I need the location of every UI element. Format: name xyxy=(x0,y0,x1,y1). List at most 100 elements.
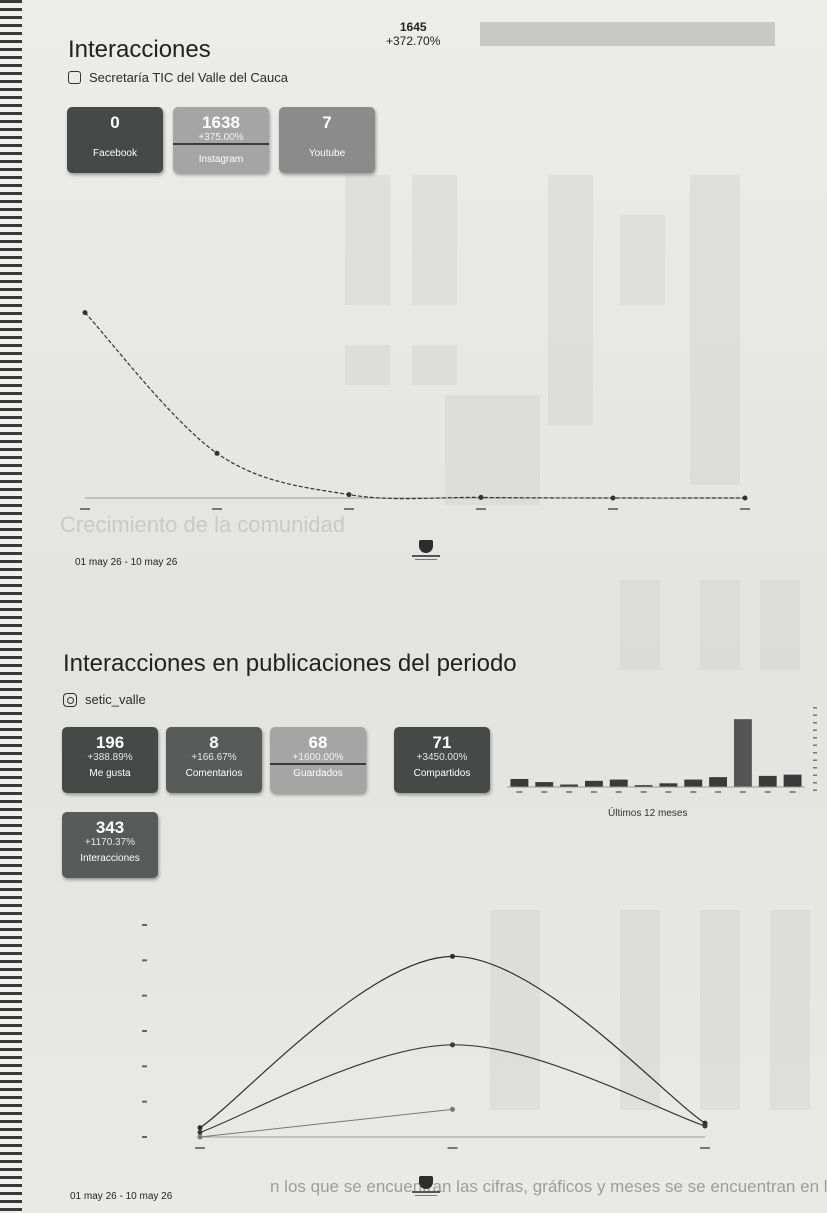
ghost-bar xyxy=(548,175,593,425)
data-point xyxy=(450,1042,455,1048)
ghost-bar xyxy=(690,175,740,485)
x-tick-mark xyxy=(608,508,618,510)
x-tick-mark xyxy=(740,508,750,510)
bar-chart-caption: Últimos 12 meses xyxy=(608,808,688,819)
top-total: 1645 +372.70% xyxy=(386,20,440,48)
card-change: +1170.37% xyxy=(84,837,136,848)
stat-card-instagram: 1638 +375.00% Instagram xyxy=(173,107,269,173)
legend-swatch xyxy=(813,714,817,716)
data-point xyxy=(450,953,455,959)
y-tick-mark xyxy=(142,1100,147,1103)
x-tick-mark xyxy=(700,1147,710,1149)
card-change: +166.67% xyxy=(191,752,237,763)
ghost-bar xyxy=(620,910,660,1110)
legend-swatch xyxy=(813,737,817,739)
legend-swatch xyxy=(813,722,817,724)
bar xyxy=(684,779,703,787)
card-value: 7 xyxy=(322,113,332,132)
legend-swatch xyxy=(813,789,817,791)
x-tick-mark xyxy=(590,791,597,793)
card-label: Facebook xyxy=(93,148,137,159)
card-change: +1600.00% xyxy=(292,752,344,763)
ghost-heading: Crecimiento de la comunidad xyxy=(60,512,345,537)
stat-card-compartidos: 71 +3450.00% Compartidos xyxy=(394,727,490,793)
x-tick-mark xyxy=(344,508,354,510)
section2-title: Interacciones en publicaciones del perio… xyxy=(63,650,517,677)
legend-swatch xyxy=(813,767,817,769)
bar xyxy=(709,777,728,787)
ghost-bar xyxy=(700,910,740,1110)
x-tick-mark xyxy=(541,791,548,793)
ghost-bar xyxy=(412,345,457,385)
government-logo xyxy=(412,540,440,560)
card-label: Youtube xyxy=(308,148,346,159)
x-tick-mark xyxy=(566,791,573,793)
stat-card-youtube: 7 Youtube xyxy=(279,107,375,173)
data-point xyxy=(478,494,484,500)
ghost-bar xyxy=(490,910,540,1110)
ghost-bar xyxy=(760,580,800,670)
x-tick-mark xyxy=(764,791,771,793)
section1-date-range: 01 may 26 - 10 may 26 xyxy=(75,557,178,568)
y-tick-mark xyxy=(142,1136,147,1138)
ghost-bar xyxy=(770,910,810,1110)
x-tick-mark xyxy=(665,791,672,793)
stat-card-interacciones: 343 +1170.37% Interacciones xyxy=(62,812,158,878)
section1-subtitle-text: Secretaría TIC del Valle del Cauca xyxy=(89,70,288,85)
card-value: 71 xyxy=(432,733,452,752)
x-tick-mark xyxy=(715,791,722,793)
card-change: +375.00% xyxy=(198,132,244,143)
ghost-bar xyxy=(620,580,660,670)
section2-subtitle-text: setic_valle xyxy=(85,692,146,707)
series-line xyxy=(199,1108,453,1138)
card-value: 68 xyxy=(308,733,328,752)
legend-swatch xyxy=(813,707,817,709)
bar xyxy=(783,774,802,787)
interactions-line-chart xyxy=(80,310,750,510)
bar xyxy=(584,780,603,787)
data-point xyxy=(742,495,748,501)
card-value: 8 xyxy=(209,733,219,752)
ghost-bottom-text: n los que se encuentran las cifras, gráf… xyxy=(270,1177,827,1196)
bar xyxy=(758,775,777,787)
monthly-bar-chart xyxy=(507,707,817,793)
y-tick-mark xyxy=(142,924,147,926)
bar xyxy=(659,783,678,787)
data-point xyxy=(346,492,352,498)
data-point xyxy=(214,450,220,456)
data-point xyxy=(197,1129,203,1135)
data-point xyxy=(702,1123,708,1129)
stat-card-guardados: 68 +1600.00% Guardados xyxy=(270,727,366,793)
section1-subtitle: Secretaría TIC del Valle del Cauca xyxy=(68,70,288,85)
top-total-value: 1645 xyxy=(399,20,427,34)
card-label: Guardados xyxy=(293,768,343,779)
series-line xyxy=(84,312,746,500)
card-label: Me gusta xyxy=(89,768,131,779)
legend-swatch xyxy=(813,759,817,761)
spiral-binding xyxy=(0,0,22,1213)
government-logo xyxy=(412,1176,440,1196)
card-change: +3450.00% xyxy=(416,752,468,763)
ghost-bar xyxy=(445,395,540,505)
publications-line-chart xyxy=(142,924,710,1149)
section2-date-range: 01 may 26 - 10 may 26 xyxy=(70,1191,173,1202)
bar xyxy=(560,784,579,787)
stat-card-comentarios: 8 +166.67% Comentarios xyxy=(166,727,262,793)
legend-swatch xyxy=(813,744,817,746)
ghost-bar xyxy=(412,175,457,305)
ghost-bar xyxy=(620,215,665,305)
legend-swatch xyxy=(813,782,817,784)
card-label: Instagram xyxy=(198,154,244,165)
ghost-bar xyxy=(700,580,740,670)
bar xyxy=(609,779,628,787)
stat-card-facebook: 0 Facebook xyxy=(67,107,163,173)
card-label: Comentarios xyxy=(185,768,243,779)
legend-swatch xyxy=(813,729,817,731)
card-label: Compartidos xyxy=(413,768,471,779)
data-point xyxy=(197,1125,203,1131)
legend-swatch xyxy=(813,774,817,776)
ghost-banner xyxy=(480,22,775,46)
x-tick-mark xyxy=(80,508,90,510)
x-tick-mark xyxy=(739,791,746,793)
x-tick-mark xyxy=(195,1147,205,1149)
